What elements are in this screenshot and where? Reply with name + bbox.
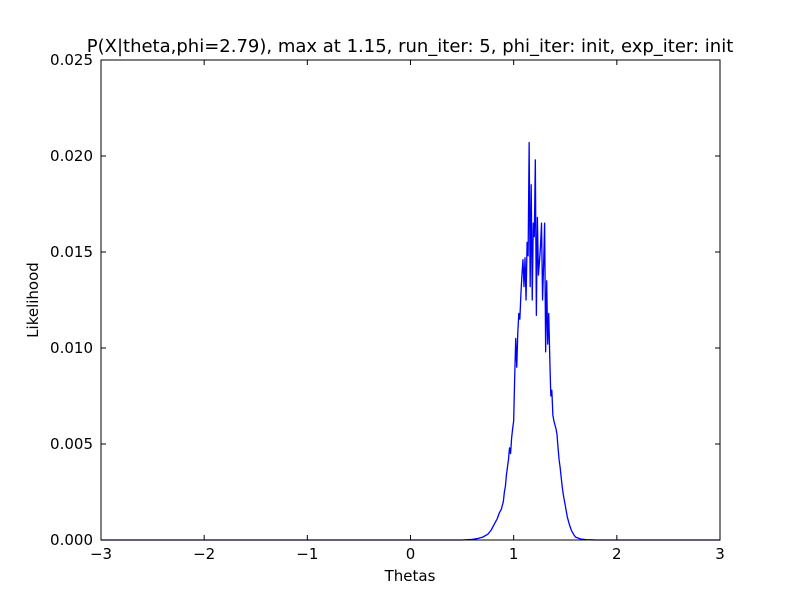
y-axis-label: Likelihood — [24, 262, 42, 338]
x-tick-label: 0 — [406, 545, 416, 563]
x-tick-label: −3 — [90, 545, 112, 563]
y-tick-label: 0.025 — [50, 51, 93, 69]
y-tick-label: 0.000 — [50, 531, 93, 549]
x-tick-label: 3 — [715, 545, 725, 563]
x-axis-label: Thetas — [384, 567, 436, 585]
y-tick-label: 0.010 — [50, 339, 93, 357]
y-tick-label: 0.015 — [50, 243, 93, 261]
series-line-0 — [101, 141, 720, 541]
x-tick-label: 2 — [612, 545, 622, 563]
x-tick-label: −2 — [193, 545, 215, 563]
x-tick-label: 1 — [509, 545, 519, 563]
chart-title: P(X|theta,phi=2.79), max at 1.15, run_it… — [87, 36, 734, 57]
plot-area: −3 −2 −1 0 1 2 3 0.000 0.005 0.010 0.015 0.020 0.025 — [50, 51, 725, 563]
x-tick-label: −1 — [296, 545, 318, 563]
y-tick-label: 0.020 — [50, 147, 93, 165]
y-tick-label: 0.005 — [50, 435, 93, 453]
